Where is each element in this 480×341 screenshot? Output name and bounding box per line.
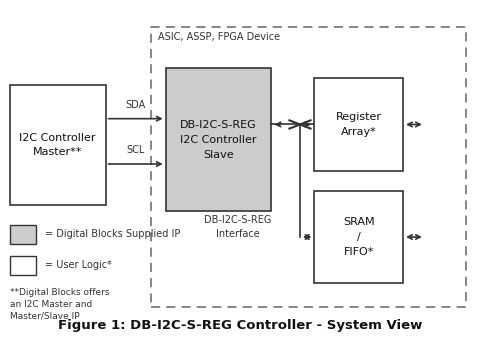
Text: = User Logic*: = User Logic* <box>45 260 111 270</box>
Text: SRAM
/
FIFO*: SRAM / FIFO* <box>343 217 374 257</box>
Text: = Digital Blocks Supplied IP: = Digital Blocks Supplied IP <box>45 229 180 239</box>
Text: Register
Array*: Register Array* <box>336 112 382 137</box>
Bar <box>151 27 466 307</box>
Bar <box>10 256 36 275</box>
Bar <box>314 78 403 170</box>
Text: DB-I2C-S-REG
Interface: DB-I2C-S-REG Interface <box>204 215 271 239</box>
Bar <box>314 191 403 283</box>
Bar <box>10 225 36 244</box>
Text: I2C Controller
Master**: I2C Controller Master** <box>19 133 96 157</box>
Text: SDA: SDA <box>125 100 146 110</box>
Text: DB-I2C-S-REG
I2C Controller
Slave: DB-I2C-S-REG I2C Controller Slave <box>180 120 257 160</box>
Text: **Digital Blocks offers
an I2C Master and
Master/Slave IP: **Digital Blocks offers an I2C Master an… <box>10 288 109 321</box>
Text: ASIC, ASSP, FPGA Device: ASIC, ASSP, FPGA Device <box>158 32 280 42</box>
Bar <box>10 85 106 205</box>
Text: SCL: SCL <box>126 146 145 155</box>
Text: Figure 1: DB-I2C-S-REG Controller - System View: Figure 1: DB-I2C-S-REG Controller - Syst… <box>58 320 422 332</box>
Bar <box>166 68 271 211</box>
